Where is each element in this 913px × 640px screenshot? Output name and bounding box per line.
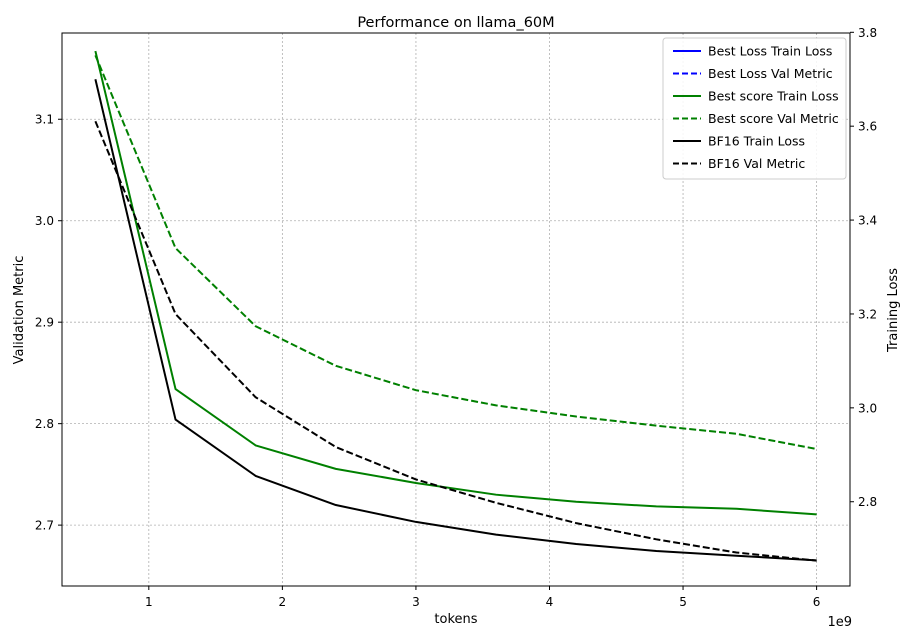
series-line-bf16-train-loss [94, 79, 817, 562]
y-right-tick-label: 3.4 [858, 214, 877, 228]
x-tick-label: 5 [679, 595, 687, 609]
x-tick-label: 6 [813, 595, 821, 609]
y-left-tick-label: 2.9 [35, 316, 54, 330]
y-right-tick-label: 3.2 [858, 307, 877, 321]
y-axis-label-right: Training Loss [886, 268, 901, 353]
legend-label: Best Loss Train Loss [708, 44, 832, 59]
series-line-bf16-val-metric [94, 120, 817, 562]
series-line-best-score-val-metric [94, 54, 817, 451]
x-tick-label: 1 [145, 595, 153, 609]
legend-label: BF16 Train Loss [708, 134, 805, 149]
plot-frame [61, 32, 851, 587]
legend-label: Best score Train Loss [708, 89, 839, 104]
y-right-tick-label: 3.0 [858, 401, 877, 415]
y-left-tick-label: 2.8 [35, 417, 54, 431]
y-left-tick-label: 2.7 [35, 519, 54, 533]
y-left-tick-label: 3.0 [35, 214, 54, 228]
x-axis-label: tokens [434, 612, 477, 627]
y-axis-label-left: Validation Metric [12, 256, 27, 365]
y-left-tick-label: 3.1 [35, 113, 54, 127]
y-right-tick-label: 3.6 [858, 120, 877, 134]
legend: Best Loss Train Loss Best Loss Val Metric… [662, 37, 847, 180]
chart-title: Performance on llama_60M [357, 15, 554, 31]
x-tick-label: 3 [412, 595, 420, 609]
legend-label: Best score Val Metric [708, 111, 839, 126]
x-tick-label: 2 [279, 595, 287, 609]
legend-box [662, 37, 847, 180]
axes: 1 2 3 4 5 6 2.7 2.8 2.9 3.0 3.1 2.8 3.0 3.2 3.4 3.6 3.8 [35, 26, 877, 609]
legend-label: Best Loss Val Metric [708, 66, 833, 81]
x-offset-label: 1e9 [827, 615, 852, 630]
y-right-tick-label: 3.8 [858, 26, 877, 40]
plot-series [94, 50, 817, 562]
legend-label: BF16 Val Metric [708, 156, 805, 171]
y-right-tick-label: 2.8 [858, 495, 877, 509]
x-tick-label: 4 [546, 595, 554, 609]
series-line-best-score-train-loss [94, 50, 817, 516]
